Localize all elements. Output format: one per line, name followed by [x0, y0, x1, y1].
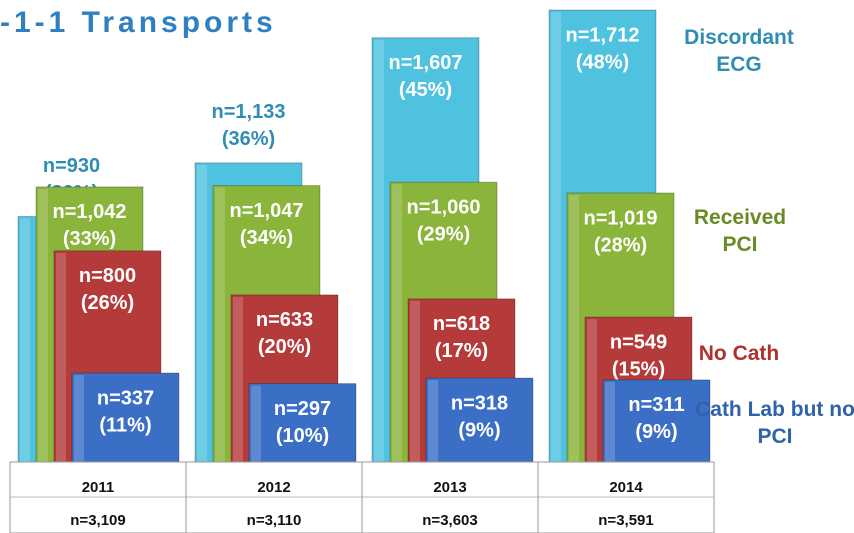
bar-highlight — [74, 375, 84, 462]
bar-highlight — [428, 380, 438, 462]
bar-highlight — [392, 184, 402, 462]
value-label: (17%) — [435, 340, 488, 362]
value-label: (34%) — [240, 227, 293, 249]
legend-label: Cath Lab but no PCI — [695, 398, 854, 448]
value-label: (29%) — [417, 223, 470, 245]
bar-highlight — [20, 218, 30, 462]
value-label: (11%) — [99, 414, 151, 436]
value-label: n=1,607 — [389, 52, 463, 74]
value-label: (28%) — [594, 234, 647, 256]
value-label: n=549 — [610, 331, 667, 353]
value-label: n=311 — [628, 394, 684, 416]
bar — [71, 372, 180, 463]
bar — [248, 383, 357, 463]
value-label: n=800 — [79, 265, 136, 287]
bar-highlight — [233, 296, 243, 462]
value-label: (36%) — [222, 128, 275, 150]
value-label: n=337 — [97, 387, 154, 409]
value-label: n=1,019 — [584, 207, 658, 229]
chart-title: -1-1 Transports — [0, 6, 277, 39]
total-label: n=3,110 — [247, 512, 302, 529]
bar-highlight — [551, 12, 561, 462]
bar-highlight — [215, 187, 225, 463]
total-label: n=3,591 — [598, 512, 653, 529]
bar-highlight — [410, 300, 420, 462]
bar-highlight — [569, 194, 579, 462]
bar-highlight — [38, 188, 48, 463]
value-label: (33%) — [63, 228, 116, 250]
value-label: (15%) — [612, 358, 665, 380]
x-tick-label: 2011 — [82, 479, 115, 496]
value-label: n=633 — [256, 309, 313, 331]
x-tick-label: 2012 — [257, 479, 290, 496]
value-label: (20%) — [258, 336, 311, 358]
value-label: (26%) — [81, 292, 134, 314]
value-label: n=1,042 — [53, 201, 127, 223]
legend-label: Discordant ECG — [684, 26, 794, 76]
bar-highlight — [587, 319, 597, 462]
value-label: n=1,133 — [212, 101, 286, 123]
value-label: n=1,060 — [407, 196, 481, 218]
value-label: (10%) — [276, 425, 329, 447]
value-label: n=318 — [451, 392, 508, 414]
value-label: n=297 — [274, 398, 331, 420]
value-label: n=1,712 — [566, 24, 640, 46]
x-tick-label: 2013 — [433, 479, 466, 496]
value-label: (9%) — [635, 421, 677, 443]
legend-label: Received PCI — [693, 206, 787, 256]
value-label: (45%) — [399, 79, 452, 101]
value-label: n=1,047 — [230, 200, 304, 222]
value-label: n=618 — [433, 313, 490, 335]
value-label: (9%) — [458, 419, 500, 441]
bar-highlight — [251, 385, 261, 462]
bar-highlight — [197, 164, 207, 462]
x-tick-label: 2014 — [609, 479, 643, 496]
bar — [602, 379, 711, 463]
bar — [425, 377, 534, 463]
value-label: n=930 — [43, 155, 100, 177]
total-label: n=3,109 — [70, 512, 125, 529]
bar-highlight — [374, 39, 384, 462]
legend-label: No Cath — [698, 342, 780, 365]
value-label: (48%) — [576, 51, 629, 73]
total-label: n=3,603 — [422, 512, 477, 529]
bar-highlight — [605, 381, 615, 462]
bar-highlight — [56, 252, 66, 462]
